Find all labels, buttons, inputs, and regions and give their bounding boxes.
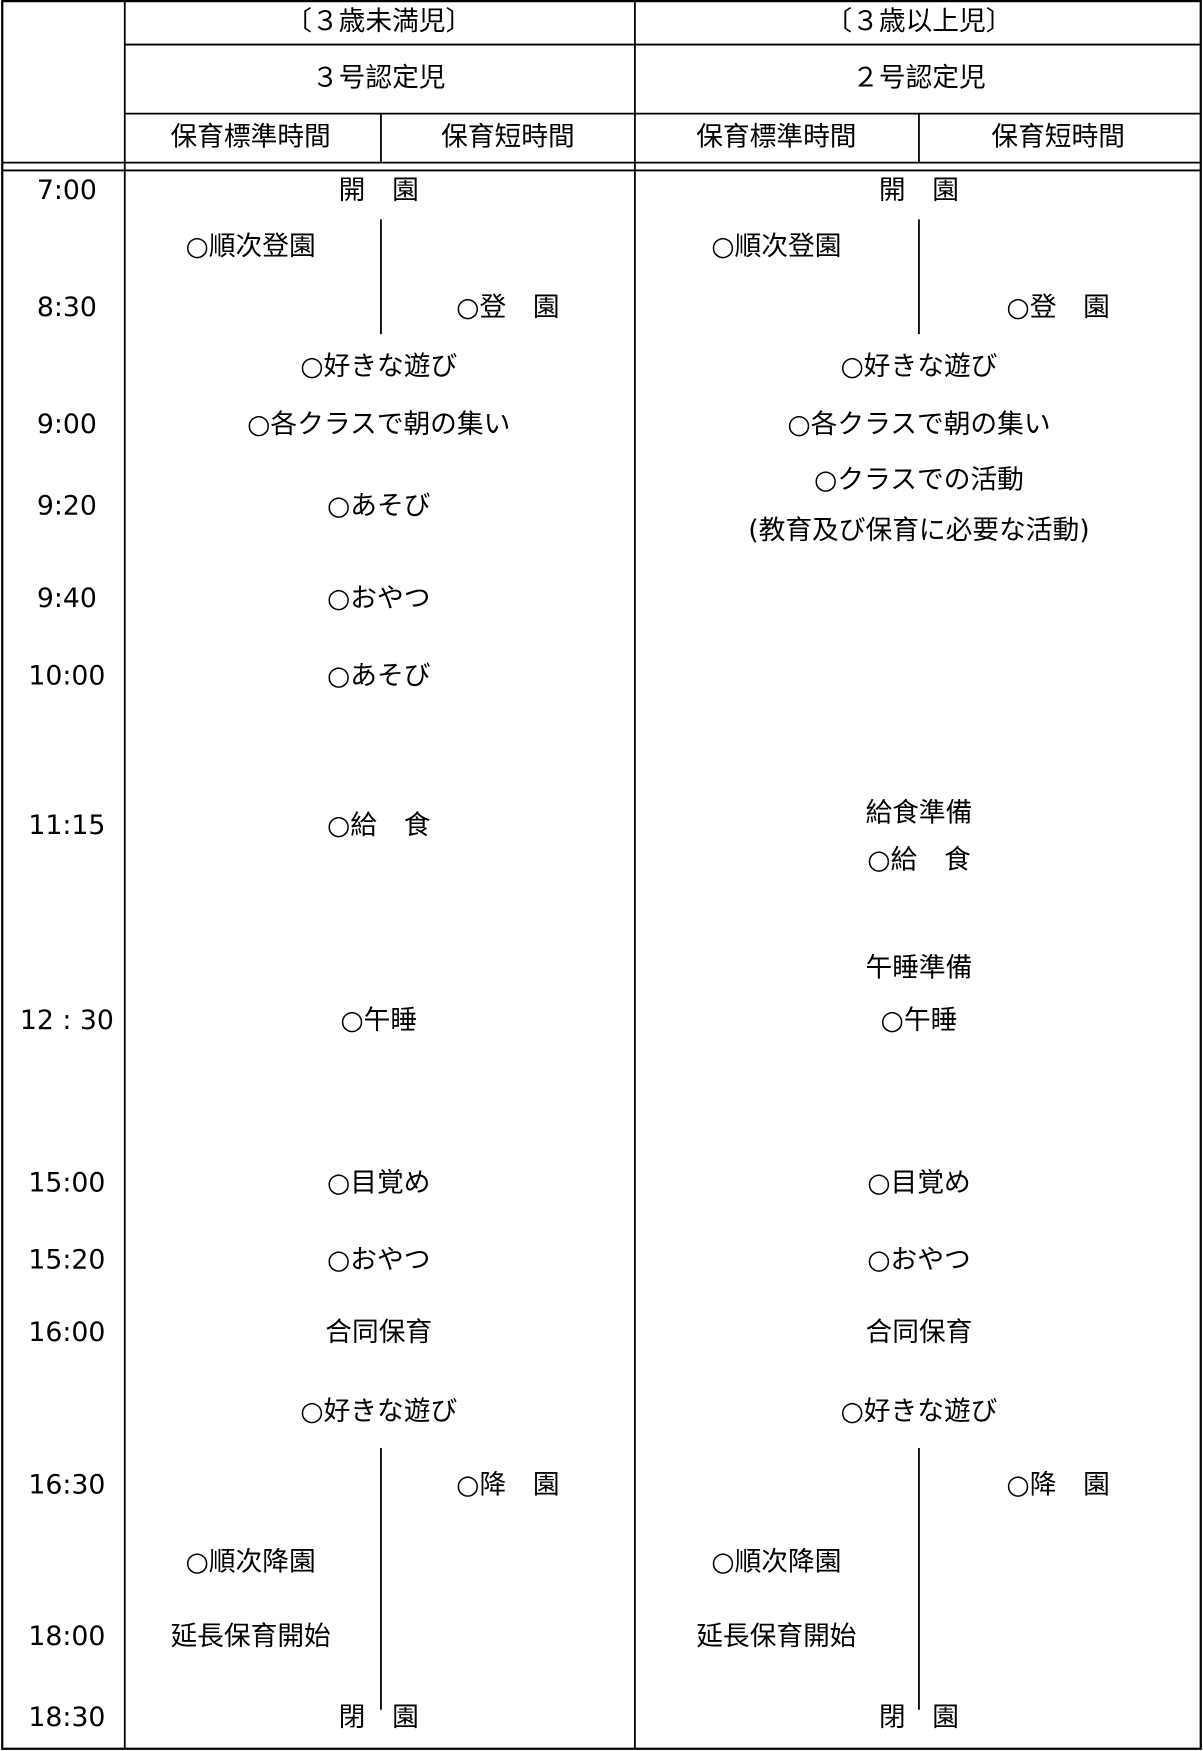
activity: ○おやつ [327, 583, 430, 614]
time: 7:00 [37, 175, 97, 206]
activity: ○好きな遊び [300, 1396, 457, 1427]
certification: ３号認定児 [312, 63, 446, 94]
activity: ○目覚め [867, 1168, 970, 1199]
activity: ○順次登園 [711, 231, 841, 262]
activity: ○順次登園 [186, 231, 316, 262]
activity: 延長保育開始 [170, 1621, 330, 1652]
activity: ○午睡 [340, 1005, 417, 1036]
activity: ○クラスでの活動 [814, 465, 1024, 496]
time: 9:40 [37, 583, 97, 614]
activity: ○好きな遊び [840, 351, 997, 382]
activity: ○おやつ [327, 1244, 430, 1275]
activity: ○あそび [327, 661, 431, 692]
certification: ２号認定児 [852, 63, 986, 94]
time: 16:00 [28, 1317, 105, 1348]
activity: ○各クラスで朝の集い [247, 409, 510, 440]
column-header: 保育標準時間 [170, 122, 330, 153]
time: 10:00 [28, 661, 105, 692]
activity: 開 園 [339, 175, 419, 206]
activity: ○降 園 [456, 1469, 559, 1500]
activity: 延長保育開始 [696, 1621, 856, 1652]
activity: ○好きな遊び [840, 1396, 997, 1427]
time: 11:15 [28, 810, 105, 841]
column-header: 保育短時間 [441, 122, 575, 153]
activity: ○各クラスで朝の集い [787, 409, 1050, 440]
activity: (教育及び保育に必要な活動) [748, 515, 1089, 546]
time: 15:20 [28, 1244, 105, 1275]
activity: ○登 園 [456, 292, 559, 323]
activity: ○好きな遊び [300, 351, 457, 382]
activity: 閉 園 [339, 1702, 419, 1733]
time: 16:30 [28, 1469, 105, 1500]
activity: 開 園 [879, 175, 959, 206]
age-group: 〔３歳未満児〕 [285, 6, 472, 37]
activity: ○順次降園 [711, 1546, 841, 1577]
time: 9:20 [37, 490, 97, 521]
activity: ○目覚め [327, 1168, 430, 1199]
activity: 給食準備 [866, 798, 973, 829]
time: 15:00 [28, 1168, 105, 1199]
activity: ○順次降園 [186, 1546, 316, 1577]
activity: 午睡準備 [866, 953, 973, 984]
time: 12 : 30 [20, 1005, 114, 1036]
activity: ○降 園 [1006, 1469, 1109, 1500]
column-header: 保育標準時間 [696, 122, 856, 153]
time: 9:00 [37, 409, 97, 440]
time: 8:30 [37, 292, 97, 323]
activity: ○おやつ [867, 1244, 970, 1275]
activity: ○登 園 [1006, 292, 1109, 323]
activity: ○あそび [327, 490, 431, 521]
activity: ○午睡 [881, 1005, 958, 1036]
activity: 合同保育 [325, 1317, 432, 1348]
time: 18:30 [28, 1702, 105, 1733]
activity: 閉 園 [879, 1702, 959, 1733]
activity: ○給 食 [867, 845, 971, 876]
activity: ○給 食 [327, 810, 431, 841]
activity: 合同保育 [866, 1317, 973, 1348]
column-header: 保育短時間 [991, 122, 1125, 153]
time: 18:00 [28, 1621, 105, 1652]
age-group: 〔３歳以上児〕 [825, 6, 1012, 37]
